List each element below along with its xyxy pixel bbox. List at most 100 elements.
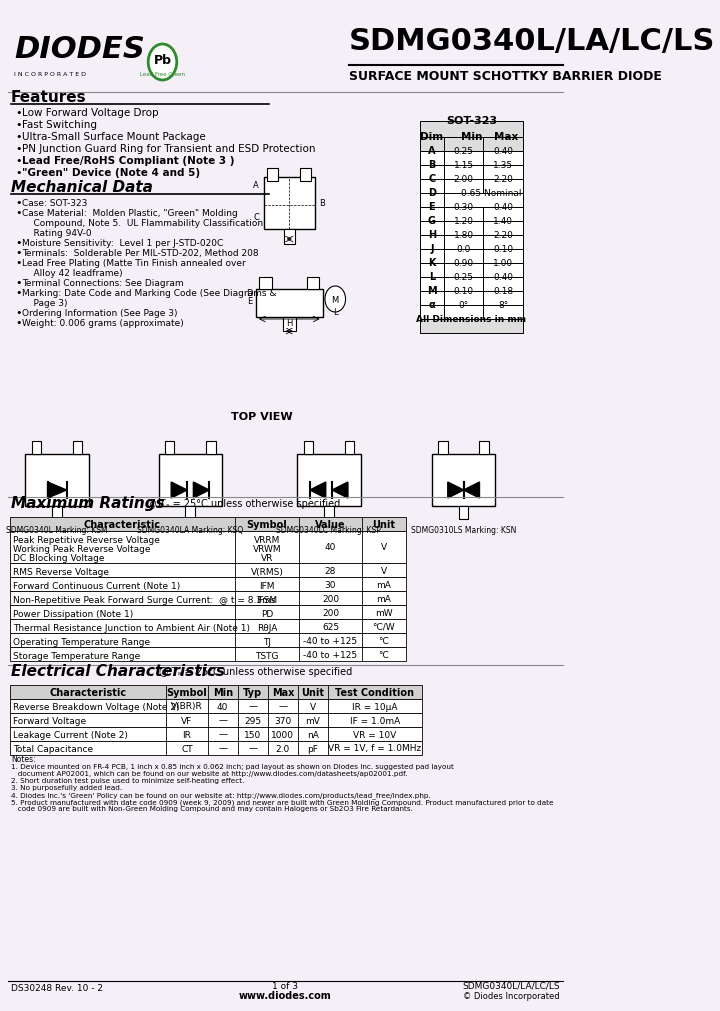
- Text: V(RMS): V(RMS): [251, 567, 284, 576]
- Text: 370: 370: [274, 716, 292, 725]
- Bar: [345, 442, 354, 455]
- Text: 2.0: 2.0: [276, 744, 290, 753]
- Text: DC Blocking Voltage: DC Blocking Voltage: [13, 553, 104, 562]
- Text: -40 to +125: -40 to +125: [303, 650, 358, 659]
- Text: 40: 40: [217, 702, 228, 711]
- Text: Terminals:  Solderable Per MIL-STD-202, Method 208: Terminals: Solderable Per MIL-STD-202, M…: [22, 249, 258, 258]
- Text: E: E: [247, 296, 252, 305]
- Circle shape: [325, 287, 346, 312]
- Text: Mechanical Data: Mechanical Data: [11, 180, 153, 195]
- Text: PD: PD: [261, 610, 273, 619]
- Text: α: α: [428, 299, 436, 309]
- Text: Pb: Pb: [153, 54, 171, 67]
- Text: 30: 30: [325, 580, 336, 589]
- Text: 1.40: 1.40: [493, 216, 513, 225]
- Bar: [256, 290, 323, 317]
- Text: Min: Min: [212, 687, 233, 698]
- Text: Marking: Date Code and Marking Code (See Diagrams &: Marking: Date Code and Marking Code (See…: [22, 289, 276, 297]
- Text: VR = 10V: VR = 10V: [354, 730, 397, 739]
- Text: •: •: [16, 238, 22, 248]
- Text: •: •: [16, 108, 22, 118]
- Text: 295: 295: [244, 716, 261, 725]
- Bar: [480, 442, 489, 455]
- Text: Terminal Connections: See Diagram: Terminal Connections: See Diagram: [22, 279, 184, 288]
- Text: E: E: [428, 202, 436, 211]
- Bar: [9, 606, 406, 620]
- Text: Max: Max: [493, 131, 518, 142]
- Bar: [420, 250, 523, 264]
- Bar: [420, 152, 523, 166]
- Text: "Green" Device (Note 4 and 5): "Green" Device (Note 4 and 5): [22, 168, 200, 178]
- Bar: [32, 442, 41, 455]
- Bar: [438, 442, 448, 455]
- Text: •: •: [16, 144, 22, 154]
- Text: Low Forward Voltage Drop: Low Forward Voltage Drop: [22, 108, 159, 118]
- Bar: [9, 685, 422, 700]
- Polygon shape: [332, 482, 348, 498]
- Bar: [165, 442, 174, 455]
- Text: •: •: [16, 307, 22, 317]
- Bar: [73, 442, 82, 455]
- Text: °C/W: °C/W: [372, 622, 395, 631]
- Text: VRRM: VRRM: [254, 536, 280, 545]
- Text: 200: 200: [322, 608, 339, 617]
- Text: 1. Device mounted on FR-4 PCB, 1 inch x 0.85 inch x 0.062 inch; pad layout as sh: 1. Device mounted on FR-4 PCB, 1 inch x …: [11, 763, 454, 769]
- Text: Unit: Unit: [302, 687, 325, 698]
- Text: •: •: [16, 198, 22, 208]
- Polygon shape: [48, 482, 66, 498]
- Text: mW: mW: [375, 608, 392, 617]
- Text: SOT-323: SOT-323: [446, 116, 497, 126]
- Text: J: J: [430, 244, 433, 254]
- Bar: [264, 178, 315, 229]
- Text: 0.30: 0.30: [454, 203, 474, 211]
- Circle shape: [148, 44, 176, 81]
- Bar: [324, 507, 333, 520]
- Text: Moisture Sensitivity:  Level 1 per J-STD-020C: Moisture Sensitivity: Level 1 per J-STD-…: [22, 239, 223, 248]
- Bar: [284, 229, 294, 245]
- Polygon shape: [194, 482, 210, 498]
- Text: •: •: [16, 248, 22, 258]
- Text: 150: 150: [244, 730, 261, 739]
- Text: 0.25: 0.25: [454, 273, 474, 282]
- Text: M: M: [332, 295, 339, 304]
- Text: SDMG0340L Marking: KSM: SDMG0340L Marking: KSM: [6, 526, 108, 535]
- Bar: [9, 741, 422, 755]
- Text: Lead Free Green: Lead Free Green: [140, 72, 185, 77]
- Text: TJ: TJ: [263, 637, 271, 646]
- Text: •: •: [16, 168, 22, 178]
- Text: Dim: Dim: [420, 131, 444, 142]
- Text: TSTG: TSTG: [256, 651, 279, 660]
- Bar: [420, 122, 523, 137]
- Text: —: —: [218, 730, 228, 739]
- Bar: [420, 292, 523, 305]
- Text: Maximum Ratings: Maximum Ratings: [11, 495, 165, 511]
- Text: VF: VF: [181, 716, 193, 725]
- Text: C: C: [253, 212, 259, 221]
- Bar: [420, 208, 523, 221]
- Bar: [459, 507, 469, 520]
- Text: 8°: 8°: [498, 300, 508, 309]
- Text: —: —: [248, 744, 257, 753]
- Text: 1 of 3: 1 of 3: [272, 981, 298, 990]
- Text: 40: 40: [325, 543, 336, 552]
- Bar: [206, 442, 215, 455]
- Text: VR: VR: [261, 553, 274, 562]
- Text: H: H: [286, 318, 292, 328]
- Text: Weight: 0.006 grams (approximate): Weight: 0.006 grams (approximate): [22, 318, 184, 328]
- Text: 0.65 Nominal: 0.65 Nominal: [461, 189, 521, 198]
- Text: Electrical Characteristics: Electrical Characteristics: [11, 663, 225, 678]
- Text: Max: Max: [271, 687, 294, 698]
- Text: A: A: [428, 146, 436, 156]
- Text: Compound, Note 5.  UL Flammability Classification: Compound, Note 5. UL Flammability Classi…: [22, 218, 264, 227]
- Text: IR = 10μA: IR = 10μA: [352, 702, 397, 711]
- Bar: [300, 169, 312, 182]
- Text: 0.25: 0.25: [454, 147, 474, 156]
- Text: IF = 1.0mA: IF = 1.0mA: [350, 716, 400, 725]
- Text: 0.10: 0.10: [493, 245, 513, 254]
- Text: •: •: [16, 131, 22, 142]
- Text: code 0909 are built with Non-Green Molding Compound and may contain Halogens or : code 0909 are built with Non-Green Moldi…: [11, 805, 413, 811]
- Bar: [9, 633, 406, 647]
- Text: 1.20: 1.20: [454, 216, 474, 225]
- Text: Reverse Breakdown Voltage (Note 2): Reverse Breakdown Voltage (Note 2): [13, 702, 179, 711]
- Text: Lead Free/RoHS Compliant (Note 3 ): Lead Free/RoHS Compliant (Note 3 ): [22, 156, 235, 166]
